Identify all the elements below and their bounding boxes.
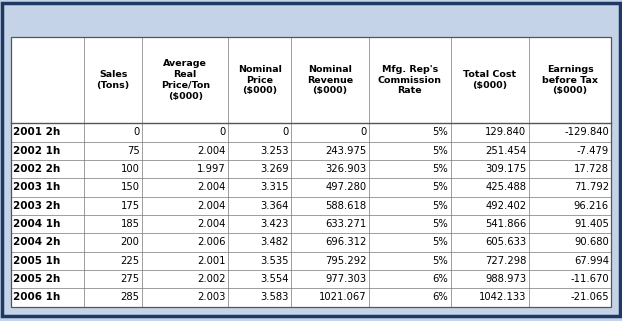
Text: 2003 2h: 2003 2h bbox=[13, 201, 60, 211]
Text: 2005 2h: 2005 2h bbox=[13, 274, 60, 284]
Text: 243.975: 243.975 bbox=[325, 146, 367, 156]
Text: 91.405: 91.405 bbox=[574, 219, 609, 229]
Text: 251.454: 251.454 bbox=[485, 146, 526, 156]
Text: 541.866: 541.866 bbox=[485, 219, 526, 229]
Text: 5%: 5% bbox=[432, 238, 448, 247]
Text: 2002 1h: 2002 1h bbox=[13, 146, 60, 156]
Text: 0: 0 bbox=[133, 127, 139, 137]
Text: 2.001: 2.001 bbox=[197, 256, 226, 266]
Text: 3.315: 3.315 bbox=[260, 182, 289, 192]
Text: 977.303: 977.303 bbox=[325, 274, 367, 284]
Text: -11.670: -11.670 bbox=[570, 274, 609, 284]
Text: 588.618: 588.618 bbox=[325, 201, 367, 211]
Text: 200: 200 bbox=[121, 238, 139, 247]
Text: 0: 0 bbox=[282, 127, 289, 137]
Text: 90.680: 90.680 bbox=[574, 238, 609, 247]
Text: 1042.133: 1042.133 bbox=[479, 292, 526, 302]
Text: 605.633: 605.633 bbox=[485, 238, 526, 247]
Text: -21.065: -21.065 bbox=[570, 292, 609, 302]
Text: 2001 2h: 2001 2h bbox=[13, 127, 60, 137]
Text: 696.312: 696.312 bbox=[325, 238, 367, 247]
Text: 5%: 5% bbox=[432, 146, 448, 156]
Text: 67.994: 67.994 bbox=[574, 256, 609, 266]
Text: Earnings
before Tax
($000): Earnings before Tax ($000) bbox=[542, 65, 598, 95]
Text: 988.973: 988.973 bbox=[485, 274, 526, 284]
Text: 3.583: 3.583 bbox=[260, 292, 289, 302]
Text: 633.271: 633.271 bbox=[325, 219, 367, 229]
Text: 2.004: 2.004 bbox=[198, 219, 226, 229]
Text: 3.423: 3.423 bbox=[260, 219, 289, 229]
Text: -129.840: -129.840 bbox=[564, 127, 609, 137]
Text: 1.997: 1.997 bbox=[197, 164, 226, 174]
Text: 96.216: 96.216 bbox=[574, 201, 609, 211]
Text: 2.004: 2.004 bbox=[198, 201, 226, 211]
Text: 795.292: 795.292 bbox=[325, 256, 367, 266]
Text: 2003 1h: 2003 1h bbox=[13, 182, 60, 192]
Text: 275: 275 bbox=[121, 274, 139, 284]
Text: 3.269: 3.269 bbox=[260, 164, 289, 174]
Text: Total Cost
($000): Total Cost ($000) bbox=[463, 70, 516, 90]
Text: 3.364: 3.364 bbox=[260, 201, 289, 211]
Text: Nominal
Price
($000): Nominal Price ($000) bbox=[238, 65, 282, 95]
Text: 2006 1h: 2006 1h bbox=[13, 292, 60, 302]
Text: 129.840: 129.840 bbox=[485, 127, 526, 137]
Text: 2.003: 2.003 bbox=[198, 292, 226, 302]
Text: 2002 2h: 2002 2h bbox=[13, 164, 60, 174]
Text: 3.253: 3.253 bbox=[260, 146, 289, 156]
Text: Mfg. Rep's
Commission
Rate: Mfg. Rep's Commission Rate bbox=[378, 65, 442, 95]
Text: 0: 0 bbox=[361, 127, 367, 137]
Text: 2005 1h: 2005 1h bbox=[13, 256, 60, 266]
Text: 71.792: 71.792 bbox=[574, 182, 609, 192]
Text: 3.554: 3.554 bbox=[260, 274, 289, 284]
Text: Sales
(Tons): Sales (Tons) bbox=[96, 70, 130, 90]
Text: 100: 100 bbox=[121, 164, 139, 174]
Bar bbox=[11, 37, 611, 307]
Text: 5%: 5% bbox=[432, 127, 448, 137]
Text: 5%: 5% bbox=[432, 164, 448, 174]
Text: 17.728: 17.728 bbox=[574, 164, 609, 174]
Text: 2004 1h: 2004 1h bbox=[13, 219, 60, 229]
Text: 2.004: 2.004 bbox=[198, 146, 226, 156]
Text: 1021.067: 1021.067 bbox=[319, 292, 367, 302]
Text: 185: 185 bbox=[121, 219, 139, 229]
Text: 5%: 5% bbox=[432, 201, 448, 211]
Text: 5%: 5% bbox=[432, 219, 448, 229]
Text: 2.006: 2.006 bbox=[197, 238, 226, 247]
Text: 5%: 5% bbox=[432, 182, 448, 192]
Text: 175: 175 bbox=[121, 201, 139, 211]
Text: Average
Real
Price/Ton
($000): Average Real Price/Ton ($000) bbox=[160, 59, 210, 101]
Text: 309.175: 309.175 bbox=[485, 164, 526, 174]
Text: 2004 2h: 2004 2h bbox=[13, 238, 60, 247]
Text: 727.298: 727.298 bbox=[485, 256, 526, 266]
Text: 6%: 6% bbox=[432, 274, 448, 284]
Text: 497.280: 497.280 bbox=[325, 182, 367, 192]
Text: -7.479: -7.479 bbox=[577, 146, 609, 156]
Text: 0: 0 bbox=[220, 127, 226, 137]
Text: 3.482: 3.482 bbox=[260, 238, 289, 247]
Text: 285: 285 bbox=[121, 292, 139, 302]
Text: 3.535: 3.535 bbox=[260, 256, 289, 266]
Bar bbox=[11, 37, 611, 307]
Text: 2.004: 2.004 bbox=[198, 182, 226, 192]
Text: 225: 225 bbox=[121, 256, 139, 266]
Text: Nominal
Revenue
($000): Nominal Revenue ($000) bbox=[307, 65, 353, 95]
Text: 5%: 5% bbox=[432, 256, 448, 266]
Text: 326.903: 326.903 bbox=[325, 164, 367, 174]
Text: 6%: 6% bbox=[432, 292, 448, 302]
Text: 2.002: 2.002 bbox=[197, 274, 226, 284]
Text: 150: 150 bbox=[121, 182, 139, 192]
Text: 492.402: 492.402 bbox=[485, 201, 526, 211]
Text: 75: 75 bbox=[127, 146, 139, 156]
Text: 425.488: 425.488 bbox=[485, 182, 526, 192]
